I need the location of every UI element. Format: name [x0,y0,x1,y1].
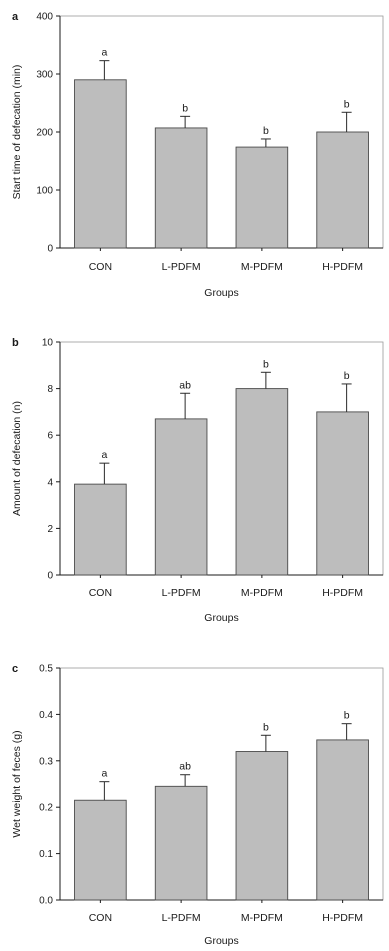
y-tick-label: 10 [42,338,54,349]
significance-label: b [263,125,269,137]
bar-con [74,483,127,576]
significance-label: b [344,710,350,722]
significance-label: b [344,98,350,110]
panel-c: c 0.0 0.1 0.2 0.3 0.4 0.5 a CON ab L-PDFM b M-PDFM b H… [11,663,384,947]
panel-letter: b [12,337,19,349]
y-tick-label: 6 [47,431,53,442]
y-tick-label: 0.1 [39,849,53,860]
significance-label: a [101,449,107,461]
bar-m-pdfm [235,751,289,901]
bar-h-pdfm [316,739,369,901]
bar-l-pdfm [154,127,208,249]
y-axis-title: Start time of defecation (min) [11,65,23,200]
y-tick-label: 100 [36,186,53,197]
significance-label: b [182,102,188,114]
x-axis-title: Groups [204,612,238,624]
bar-m-pdfm [235,388,289,576]
x-category-label: L-PDFM [162,587,201,599]
x-category-label: H-PDFM [322,912,363,924]
bar-con [74,799,127,901]
x-category-label: CON [89,912,112,924]
x-category-label: CON [89,261,112,273]
significance-label: a [101,768,107,780]
y-tick-label: 0.2 [39,803,53,814]
x-category-label: M-PDFM [241,261,283,273]
y-axis-title: Wet weight of feces (g) [11,730,23,837]
significance-label: ab [179,379,191,391]
bar-h-pdfm [316,411,369,576]
x-category-label: M-PDFM [241,912,283,924]
y-tick-label: 300 [36,70,53,81]
panel-letter: a [12,11,19,23]
panel-a: a 0 100 200 300 400 a CON b L-PDFM b M-PDFM b H-PDFM G… [11,11,384,299]
y-tick-label: 0 [47,571,53,582]
x-category-label: H-PDFM [322,587,363,599]
x-category-label: M-PDFM [241,587,283,599]
y-tick-label: 4 [47,477,53,488]
y-tick-label: 0 [47,244,53,255]
y-tick-label: 0.0 [39,896,53,907]
x-category-label: L-PDFM [162,261,201,273]
significance-label: b [263,358,269,370]
significance-label: a [101,47,107,59]
bar-m-pdfm [235,146,289,249]
significance-label: ab [179,761,191,773]
x-category-label: L-PDFM [162,912,201,924]
y-tick-label: 2 [47,524,53,535]
y-tick-label: 400 [36,12,53,23]
y-tick-label: 0.4 [39,710,53,721]
y-tick-label: 8 [47,384,53,395]
bar-con [74,79,127,249]
y-tick-label: 0.5 [39,664,53,675]
y-tick-label: 0.3 [39,756,53,767]
x-category-label: CON [89,587,112,599]
significance-label: b [263,721,269,733]
y-axis-title: Amount of defecation (n) [11,401,23,516]
significance-label: b [344,370,350,382]
bar-h-pdfm [316,131,369,249]
bar-l-pdfm [154,785,208,901]
x-axis-title: Groups [204,287,238,299]
x-axis-title: Groups [204,935,238,947]
panel-letter: c [12,663,18,675]
bar-l-pdfm [154,418,208,576]
y-tick-label: 200 [36,128,53,139]
x-category-label: H-PDFM [322,261,363,273]
panel-b: b 0 2 4 6 8 10 a CON ab L-PDFM b M-PDFM b H-PDFM Groups… [11,337,384,624]
